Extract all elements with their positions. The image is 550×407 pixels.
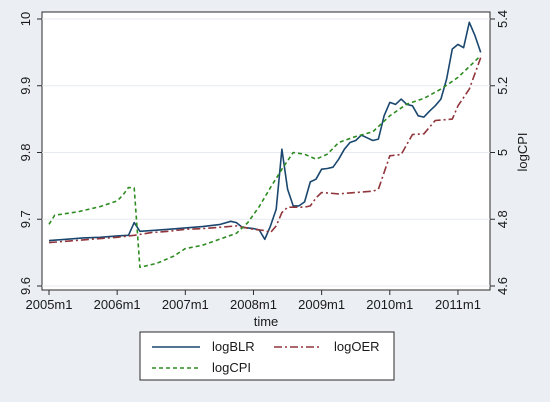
y-left-tick-label: 10	[18, 12, 33, 26]
legend-label-logOER: logOER	[334, 339, 380, 354]
y-left-tick-label: 9.8	[18, 143, 33, 161]
legend-label-logCPI: logCPI	[212, 360, 251, 375]
y-right-tick-label: 4.8	[495, 210, 510, 228]
plot-area	[41, 11, 491, 291]
y-right-tick-label: 4.6	[495, 277, 510, 295]
x-axis-title: time	[254, 314, 279, 329]
y-right-axis-title: logCPI	[515, 132, 530, 171]
y-right-tick-label: 5	[495, 149, 510, 156]
legend: logBLR logOER logCPI	[139, 331, 395, 381]
y-left-tick-label: 9.9	[18, 77, 33, 95]
series-line-logCPI	[48, 55, 482, 269]
x-tick-label: 2011m1	[435, 297, 481, 312]
y-right-tick-label: 5.4	[495, 10, 510, 28]
series-line-logOER	[48, 57, 482, 244]
x-tick-label: 2005m1	[26, 297, 73, 312]
x-tick-label: 2006m1	[94, 297, 141, 312]
x-tick-label: 2010m1	[366, 297, 413, 312]
series-line-logBLR	[48, 21, 482, 242]
x-tick-label: 2008m1	[230, 297, 277, 312]
legend-label-logBLR: logBLR	[212, 339, 255, 354]
x-tick-label: 2007m1	[162, 297, 209, 312]
grid-lines	[42, 18, 490, 287]
x-tick-label: 2009m1	[298, 297, 345, 312]
series-layer	[48, 21, 482, 269]
y-left-tick-label: 9.6	[18, 277, 33, 295]
y-left-tick-label: 9.7	[18, 210, 33, 228]
legend-box	[139, 331, 395, 381]
axes-layer: 9.6 9.7 9.8 9.9 10 4.6 4.8 5 5.2 5.4 2005m1 2006m1 2…	[18, 10, 510, 312]
y-right-tick-label: 5.2	[495, 77, 510, 95]
